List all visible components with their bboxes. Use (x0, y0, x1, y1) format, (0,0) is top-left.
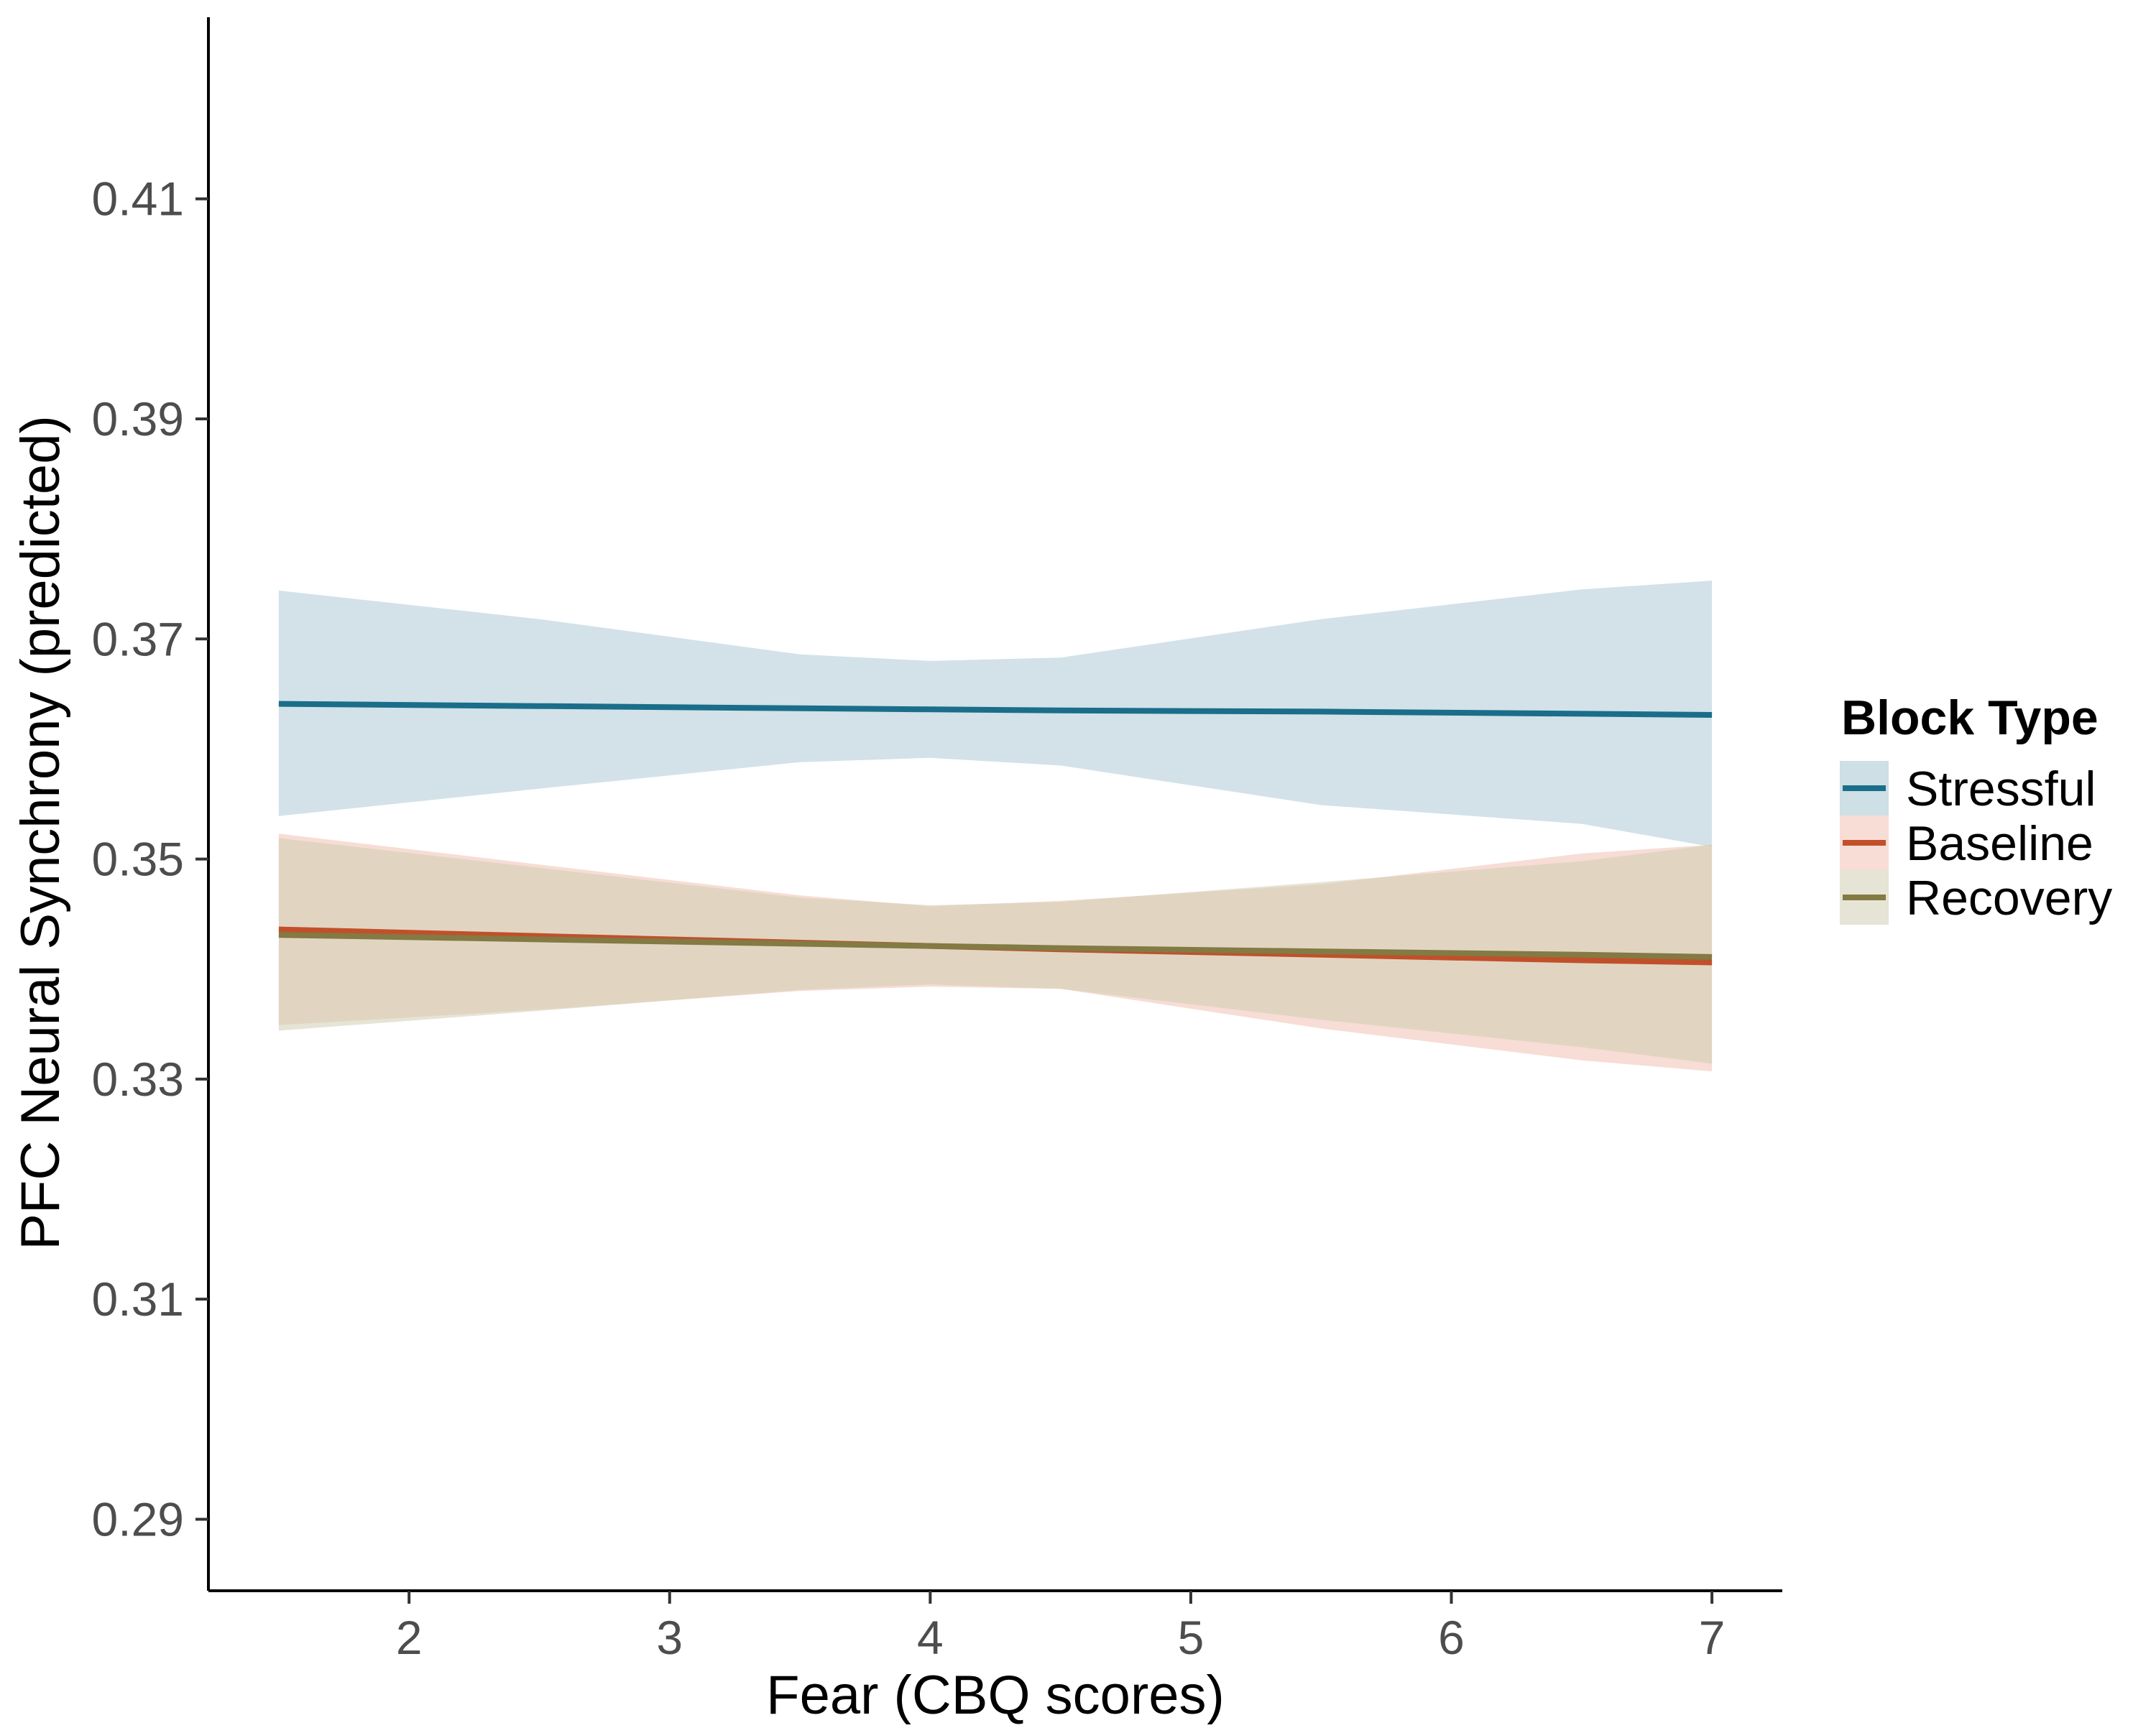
legend-label-recovery: Recovery (1906, 871, 2112, 925)
x-tick-label: 6 (1438, 1611, 1465, 1664)
x-tick-label: 3 (656, 1611, 683, 1664)
x-tick-label: 5 (1178, 1611, 1204, 1664)
y-tick-label: 0.31 (92, 1272, 184, 1326)
x-tick-label: 7 (1699, 1611, 1726, 1664)
ribbon-recovery (278, 838, 1713, 1064)
x-axis-title: Fear (CBQ scores) (766, 1665, 1225, 1724)
ribbon-stressful (278, 581, 1713, 847)
x-axis-ticks: 2 3 4 5 6 7 (396, 1591, 1726, 1664)
y-tick-label: 0.33 (92, 1053, 184, 1106)
y-tick-label: 0.29 (92, 1492, 184, 1546)
series-line-recovery (278, 932, 1713, 960)
y-tick-label: 0.37 (92, 612, 184, 665)
confidence-ribbons (278, 581, 1713, 1072)
y-tick-label: 0.39 (92, 392, 184, 445)
legend-title: Block Type (1841, 690, 2099, 745)
legend-label-stressful: Stressful (1906, 762, 2096, 816)
y-axis-title: PFC Neural Synchrony (predicted) (10, 415, 71, 1250)
series-lines (278, 701, 1713, 966)
y-axis-ticks: 0.29 0.31 0.33 0.35 0.37 0.39 0.41 (92, 172, 208, 1546)
legend-label-baseline: Baseline (1906, 816, 2093, 871)
y-tick-label: 0.35 (92, 833, 184, 886)
x-tick-label: 4 (917, 1611, 944, 1664)
axes (207, 17, 1782, 1592)
series-line-stressful (278, 701, 1713, 718)
y-tick-label: 0.41 (92, 172, 184, 226)
x-tick-label: 2 (396, 1611, 423, 1664)
